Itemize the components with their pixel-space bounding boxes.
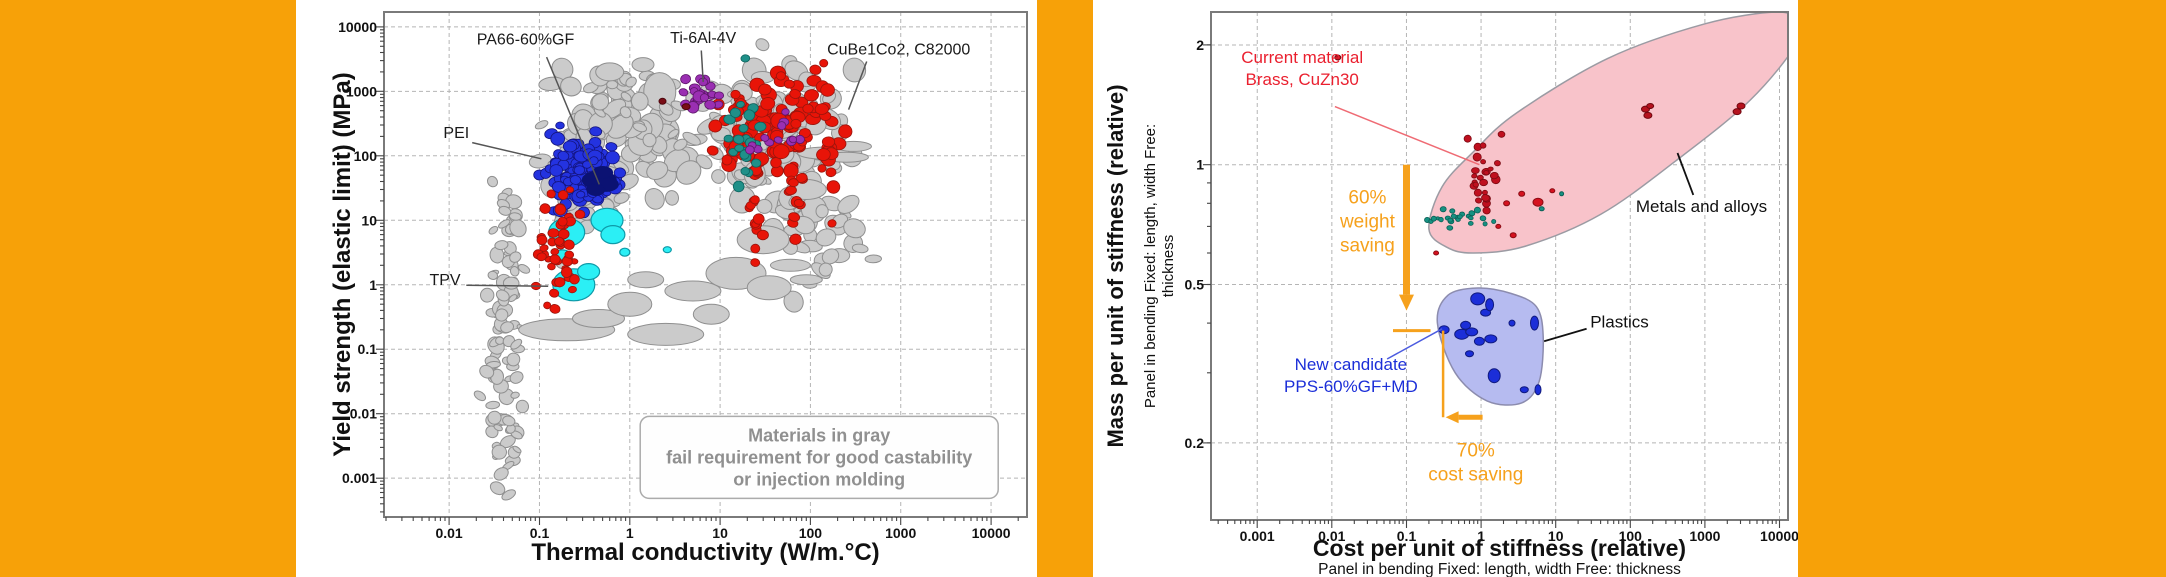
data-layers	[1334, 12, 1788, 406]
left-chart-panel: PA66-60%GF Ti-6Al-4V CuBe1Co2, C82000 PEI TP…	[296, 0, 1037, 577]
x-axis-title: Thermal conductivity (W/m.°C)	[531, 539, 879, 566]
svg-text:Plastics: Plastics	[1590, 313, 1649, 332]
y-axis-title: Yield strength (elastic limit) (MPa)	[329, 72, 356, 457]
label-plastics: Plastics	[1543, 313, 1649, 343]
y-tick-labels: 10000 1000 100 10 1 0.1 0.01 0.001	[338, 19, 377, 486]
y-axis-subtitle-2: thickness	[1160, 235, 1177, 298]
svg-text:CuBe1Co2, C82000: CuBe1Co2, C82000	[827, 42, 970, 59]
axis-ticks	[1203, 44, 1781, 528]
svg-text:0.01: 0.01	[1318, 528, 1345, 544]
svg-text:70%cost saving: 70% cost saving	[1428, 440, 1523, 485]
right-chart-panel: Current material Brass, CuZn30 New candida…	[1093, 0, 1798, 577]
x-tick-labels: 0.01 0.1 1 10 100 1000 10000	[435, 525, 1010, 541]
svg-text:1000: 1000	[1689, 528, 1720, 544]
label-pa66: PA66-60%GF	[477, 32, 600, 185]
svg-text:Ti-6Al-4V: Ti-6Al-4V	[670, 30, 736, 47]
axis-ticks	[376, 26, 1019, 525]
x-axis-title: Cost per unit of stiffness (relative)	[1313, 535, 1686, 561]
weight-saving-arrow	[1399, 164, 1414, 311]
brass-cluster	[1463, 130, 1506, 215]
svg-text:10: 10	[712, 525, 728, 541]
teal-single-dots	[1538, 191, 1565, 212]
svg-text:1000: 1000	[346, 83, 377, 99]
label-current-material: Current material Brass, CuZn30	[1241, 48, 1480, 166]
cost-saving-arrow	[1445, 411, 1483, 424]
svg-text:0.001: 0.001	[342, 470, 377, 486]
cyan-elastomers	[548, 207, 672, 302]
red-scatter-dots	[1433, 188, 1556, 256]
svg-text:0.001: 0.001	[1240, 528, 1275, 544]
note-box: Materials in gray fail requirement for go…	[639, 415, 999, 500]
left-chart-svg: PA66-60%GF Ti-6Al-4V CuBe1Co2, C82000 PEI TP…	[329, 11, 1028, 566]
svg-text:0.2: 0.2	[1185, 435, 1205, 451]
gray-rubber-blobs	[518, 57, 872, 346]
svg-text:10: 10	[361, 212, 377, 228]
data-layers	[473, 38, 882, 501]
svg-text:100: 100	[354, 148, 378, 164]
label-pei: PEI	[443, 125, 542, 160]
metal-outlier-dots	[1334, 20, 1788, 119]
svg-text:TPV: TPV	[429, 272, 460, 289]
svg-text:10000: 10000	[1760, 528, 1798, 544]
teal-metals	[723, 54, 767, 193]
svg-text:1: 1	[369, 277, 377, 293]
label-metals-alloys: Metals and alloys	[1636, 152, 1767, 216]
plot-frame	[383, 11, 1028, 518]
svg-text:1: 1	[1196, 157, 1204, 173]
label-cube1co2: CuBe1Co2, C82000	[827, 42, 970, 110]
maroon-dots	[658, 97, 691, 111]
plot-frame	[1210, 11, 1789, 521]
red-column-2	[783, 139, 808, 245]
svg-text:0.5: 0.5	[1185, 277, 1205, 293]
teal-candidates	[1424, 206, 1497, 231]
plastic-candidate-dots	[1438, 292, 1542, 396]
y-tick-labels: 2 1 0.5 0.2	[1185, 37, 1205, 451]
y-axis-title: Mass per unit of stiffness (relative)	[1103, 84, 1128, 447]
gray-foams-low	[473, 319, 530, 501]
svg-text:2: 2	[1196, 37, 1204, 53]
svg-text:1000: 1000	[885, 525, 916, 541]
svg-text:1: 1	[1477, 528, 1485, 544]
svg-text:10000: 10000	[338, 19, 377, 35]
navy-pa66-blobs	[581, 166, 619, 196]
label-new-candidate: New candidate PPS-60%GF+MD	[1284, 328, 1443, 396]
svg-text:10: 10	[1548, 528, 1564, 544]
label-cost-saving: 70% cost saving	[1428, 440, 1523, 485]
svg-text:0.1: 0.1	[1397, 528, 1417, 544]
y-axis-subtitle-1: Panel in bending Fixed: length, width Fr…	[1142, 124, 1159, 408]
svg-text:100: 100	[799, 525, 823, 541]
label-tpv: TPV	[429, 272, 549, 289]
svg-text:0.1: 0.1	[530, 525, 550, 541]
svg-text:PEI: PEI	[443, 125, 469, 142]
svg-text:0.01: 0.01	[435, 525, 462, 541]
purple-metals	[745, 108, 805, 155]
x-tick-labels: 0.001 0.01 0.1 1 10 100 1000 10000	[1240, 528, 1798, 544]
svg-text:0.1: 0.1	[358, 341, 378, 357]
svg-text:Metals and alloys: Metals and alloys	[1636, 197, 1767, 216]
right-chart-svg: Current material Brass, CuZn30 New candida…	[1103, 11, 1798, 577]
x-axis-subtitle: Panel in bending Fixed: length, width Fr…	[1318, 561, 1681, 577]
label-weight-saving: 60% weight saving	[1339, 187, 1396, 256]
svg-text:100: 100	[1619, 528, 1643, 544]
svg-text:10000: 10000	[972, 525, 1011, 541]
plastics-region	[1436, 287, 1545, 406]
svg-text:1: 1	[626, 525, 634, 541]
red-left-dots	[531, 186, 586, 314]
gray-foams-mid	[479, 175, 531, 399]
label-ti6al4v: Ti-6Al-4V	[670, 30, 737, 82]
red-column-3	[814, 58, 841, 228]
svg-text:PA66-60%GF: PA66-60%GF	[477, 32, 575, 49]
svg-text:0.01: 0.01	[350, 406, 377, 422]
